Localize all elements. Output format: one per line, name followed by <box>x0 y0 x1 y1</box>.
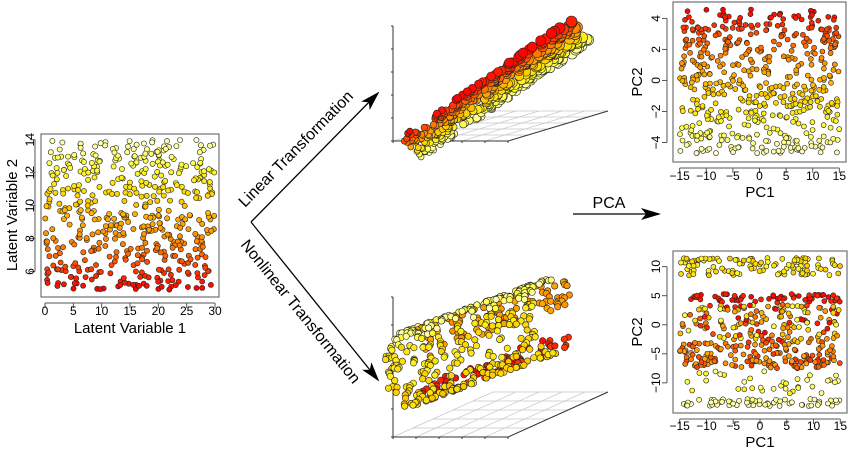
data-points <box>42 137 218 293</box>
svg-text:0: 0 <box>649 321 663 328</box>
svg-text:14: 14 <box>23 133 37 147</box>
linear-transformation-arrow <box>250 91 380 223</box>
x-axis: 0 5 10 15 20 25 30 <box>42 302 222 318</box>
x-axis-label: Latent Variable 1 <box>74 320 186 337</box>
svg-text:−2: −2 <box>649 104 663 118</box>
svg-text:6: 6 <box>23 268 37 275</box>
svg-text:15: 15 <box>123 304 137 318</box>
y-axis-label: Latent Variable 2 <box>4 159 21 271</box>
svg-text:−10: −10 <box>696 419 717 433</box>
svg-text:2: 2 <box>649 46 663 53</box>
linear-transformation-label: Linear Transformation <box>236 88 357 211</box>
data-points <box>400 15 594 161</box>
svg-text:−4: −4 <box>649 135 663 149</box>
svg-text:−15: −15 <box>669 419 690 433</box>
x-axis: −15 −10 −5 0 5 10 15 <box>669 418 848 433</box>
data-points <box>677 255 843 409</box>
svg-text:5: 5 <box>70 304 77 318</box>
svg-text:30: 30 <box>208 304 222 318</box>
data-points <box>382 276 573 410</box>
svg-text:0: 0 <box>649 77 663 84</box>
svg-text:−5: −5 <box>726 419 740 433</box>
svg-text:0: 0 <box>42 304 49 318</box>
svg-text:20: 20 <box>152 304 166 318</box>
y-axis: −10 −5 0 5 10 <box>649 260 668 393</box>
pca-nonlinear-scatter-plot: −15 −10 −5 0 5 10 15 −10 −5 0 5 10 PC1 PC2 <box>629 250 848 451</box>
svg-text:−5: −5 <box>726 169 740 183</box>
y-axis-label: PC2 <box>629 317 646 346</box>
svg-text:25: 25 <box>180 304 194 318</box>
linear-3d-scatter <box>391 15 609 161</box>
pca-label: PCA <box>593 195 626 212</box>
svg-text:10: 10 <box>649 260 663 274</box>
svg-text:5: 5 <box>649 292 663 299</box>
svg-text:−10: −10 <box>649 372 663 393</box>
3d-grid <box>391 25 609 143</box>
svg-text:−10: −10 <box>696 169 717 183</box>
svg-text:−5: −5 <box>649 347 663 361</box>
nonlinear-transformation-arrow <box>250 221 380 382</box>
svg-text:15: 15 <box>833 169 847 183</box>
nonlinear-3d-scatter <box>382 276 609 439</box>
y-axis: 6 8 10 12 14 <box>23 133 37 275</box>
svg-text:0: 0 <box>757 419 764 433</box>
data-points <box>677 6 842 156</box>
svg-text:8: 8 <box>23 235 37 242</box>
svg-text:12: 12 <box>23 166 37 180</box>
y-axis: −4 −2 0 2 4 <box>649 15 668 149</box>
svg-text:10: 10 <box>95 304 109 318</box>
x-axis-label: PC1 <box>745 434 774 451</box>
x-axis-label: PC1 <box>745 184 774 201</box>
svg-text:15: 15 <box>834 419 848 433</box>
plot-frame <box>40 133 220 298</box>
svg-text:5: 5 <box>783 419 790 433</box>
svg-text:5: 5 <box>783 169 790 183</box>
svg-text:−15: −15 <box>669 169 690 183</box>
svg-text:10: 10 <box>806 169 820 183</box>
plot-frame <box>672 250 848 414</box>
pca-linear-scatter-plot: −15 −10 −5 0 5 10 15 −4 −2 0 2 4 PC1 PC2 <box>629 1 847 201</box>
plot-frame <box>672 1 847 163</box>
x-axis: −15 −10 −5 0 5 10 15 <box>669 167 847 183</box>
svg-text:0: 0 <box>756 169 763 183</box>
nonlinear-transformation-label: Nonlinear Transformation <box>237 237 363 387</box>
svg-text:4: 4 <box>649 15 663 22</box>
svg-text:10: 10 <box>807 419 821 433</box>
y-axis-label: PC2 <box>629 67 646 96</box>
svg-text:10: 10 <box>23 199 37 213</box>
